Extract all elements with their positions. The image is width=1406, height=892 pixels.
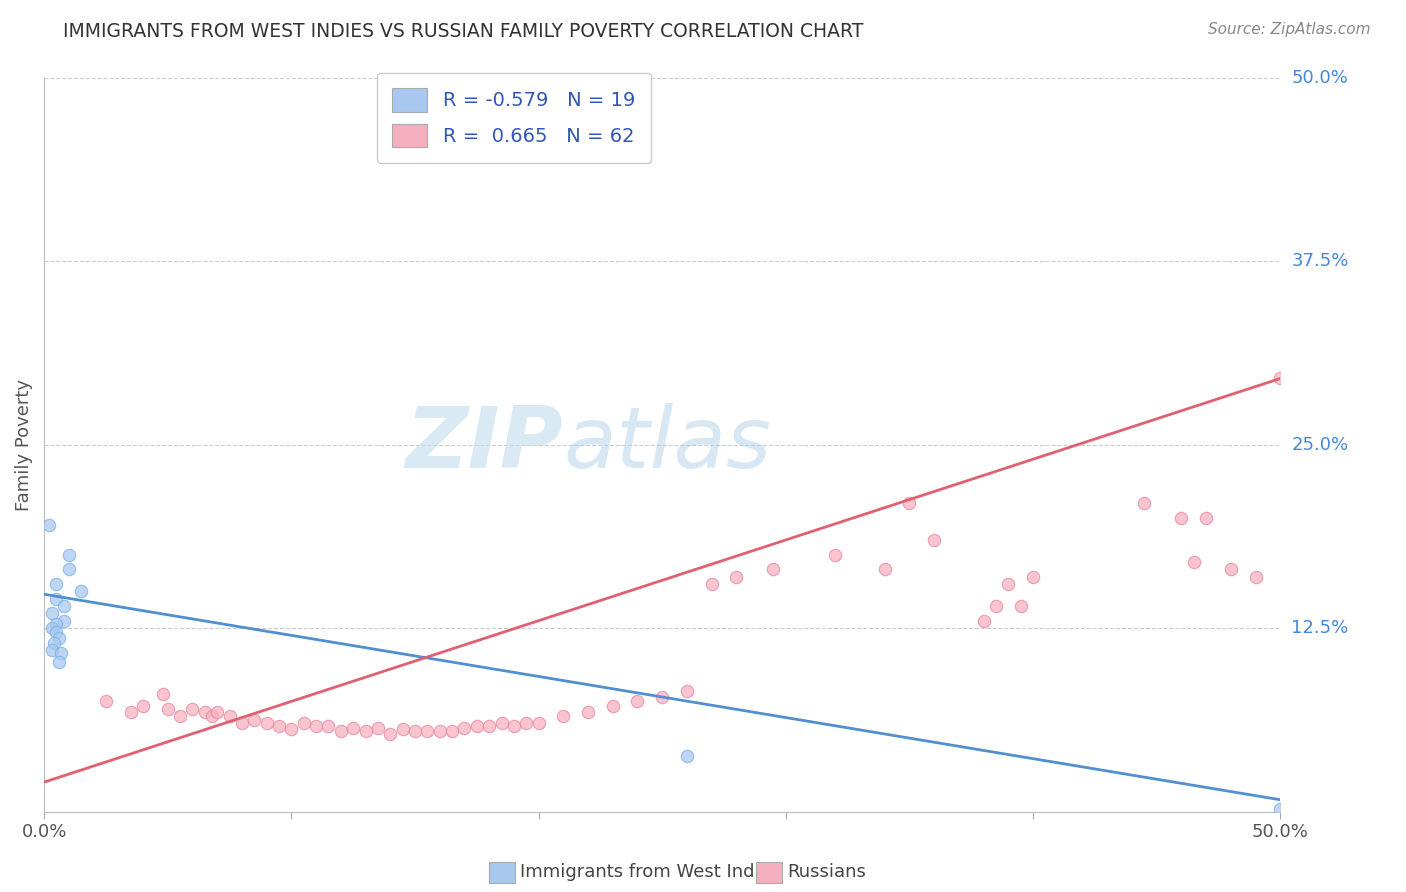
Point: [45, 625, 67, 640]
Point: [1219, 562, 1241, 576]
Text: ZIP: ZIP: [406, 403, 564, 486]
Point: [1133, 496, 1156, 510]
Point: [922, 533, 945, 547]
Point: [391, 723, 413, 737]
Point: [527, 716, 550, 731]
Point: [41, 621, 63, 635]
Point: [1010, 599, 1032, 613]
Point: [70, 584, 93, 599]
Text: IMMIGRANTS FROM WEST INDIES VS RUSSIAN FAMILY POVERTY CORRELATION CHART: IMMIGRANTS FROM WEST INDIES VS RUSSIAN F…: [63, 22, 863, 41]
Point: [342, 721, 364, 735]
Text: Russians: Russians: [787, 863, 866, 881]
Point: [873, 562, 896, 576]
Text: 50.0%: 50.0%: [1292, 69, 1348, 87]
Point: [651, 690, 673, 704]
Point: [120, 705, 142, 719]
Point: [156, 702, 179, 716]
Point: [700, 577, 723, 591]
Point: [1182, 555, 1205, 569]
Point: [553, 709, 575, 723]
Point: [502, 719, 524, 733]
Point: [51, 646, 73, 660]
Point: [52, 599, 75, 613]
Text: 37.5%: 37.5%: [1292, 252, 1348, 270]
Point: [725, 569, 748, 583]
Point: [218, 709, 240, 723]
Point: [354, 723, 377, 738]
Point: [292, 716, 315, 731]
Point: [256, 716, 278, 731]
Point: [491, 716, 513, 731]
Point: [602, 698, 624, 713]
Point: [45, 591, 67, 606]
Point: [243, 714, 266, 728]
Point: [152, 687, 174, 701]
Point: [42, 636, 65, 650]
Point: [1270, 801, 1292, 815]
Point: [367, 721, 389, 735]
Point: [465, 719, 488, 733]
Point: [441, 723, 464, 738]
Point: [318, 719, 340, 733]
Point: [762, 562, 785, 576]
Point: [576, 705, 599, 719]
Point: [429, 723, 451, 738]
Point: [898, 496, 921, 510]
Point: [48, 655, 70, 669]
Point: [676, 748, 699, 763]
Text: Source: ZipAtlas.com: Source: ZipAtlas.com: [1208, 22, 1371, 37]
Point: [231, 716, 253, 731]
Point: [58, 548, 80, 562]
Point: [1244, 569, 1267, 583]
Legend: R = -0.579   N = 19, R =  0.665   N = 62: R = -0.579 N = 19, R = 0.665 N = 62: [377, 72, 651, 162]
Point: [201, 709, 224, 723]
Point: [404, 723, 426, 738]
Point: [38, 518, 60, 533]
Point: [1270, 371, 1292, 385]
Point: [94, 694, 117, 708]
Point: [997, 577, 1019, 591]
Point: [194, 705, 217, 719]
Point: [181, 702, 204, 716]
Point: [515, 716, 537, 731]
Point: [973, 614, 995, 628]
Text: 25.0%: 25.0%: [1292, 435, 1348, 453]
Point: [41, 643, 63, 657]
Point: [626, 694, 648, 708]
Text: atlas: atlas: [564, 403, 772, 486]
Point: [41, 607, 63, 621]
Point: [205, 705, 228, 719]
Y-axis label: Family Poverty: Family Poverty: [15, 378, 32, 510]
Point: [984, 599, 1007, 613]
Point: [380, 727, 402, 741]
Point: [48, 632, 70, 646]
Point: [305, 719, 328, 733]
Point: [45, 577, 67, 591]
Point: [132, 698, 155, 713]
Point: [676, 684, 699, 698]
Point: [169, 709, 191, 723]
Point: [478, 719, 501, 733]
Point: [453, 721, 475, 735]
Text: 12.5%: 12.5%: [1292, 619, 1348, 637]
Point: [1022, 569, 1045, 583]
Point: [329, 723, 352, 738]
Point: [58, 562, 80, 576]
Text: Immigrants from West Indies: Immigrants from West Indies: [520, 863, 780, 881]
Point: [52, 614, 75, 628]
Point: [416, 723, 439, 738]
Point: [1195, 511, 1218, 525]
Point: [824, 548, 846, 562]
Point: [1170, 511, 1192, 525]
Point: [45, 616, 67, 631]
Point: [280, 723, 302, 737]
Point: [267, 719, 290, 733]
